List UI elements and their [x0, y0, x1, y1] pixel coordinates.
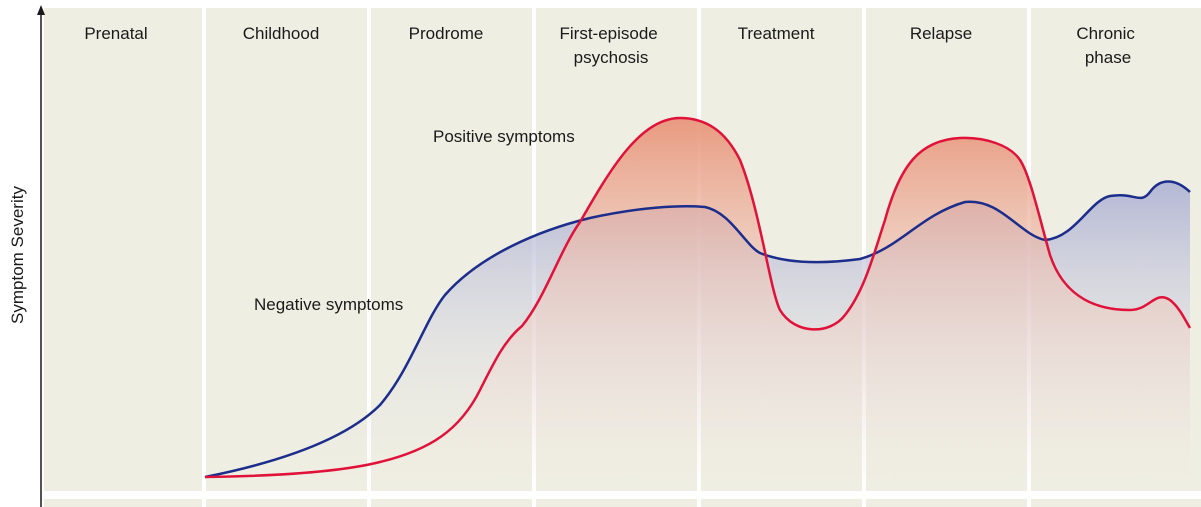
phase-panel-childhood: [206, 8, 367, 491]
phase-label-prodrome: Prodrome: [409, 24, 484, 43]
negative-symptoms-label: Negative symptoms: [254, 295, 403, 314]
phase-panel-prenatal: [44, 8, 202, 491]
y-axis: [37, 5, 45, 507]
phase-label-treatment: Treatment: [738, 24, 815, 43]
phase-label-relapse: Relapse: [910, 24, 972, 43]
y-axis-label: Symptom Severity: [8, 186, 27, 324]
negative-symptoms-curve: [204, 180, 1191, 479]
phase-label-chronic: Chronic phase: [1076, 24, 1139, 67]
positive-symptoms-label: Positive symptoms: [433, 127, 575, 146]
axis-arrow-icon: [37, 5, 45, 15]
phase-labels: Prenatal Childhood Prodrome First-episod…: [84, 24, 1139, 67]
phase-label-childhood: Childhood: [243, 24, 320, 43]
baseline-strip: [44, 499, 1201, 507]
phase-label-first-episode: First-episode psychosis: [560, 24, 663, 67]
phase-label-prenatal: Prenatal: [84, 24, 147, 43]
positive-symptoms-curve: [204, 116, 1192, 479]
